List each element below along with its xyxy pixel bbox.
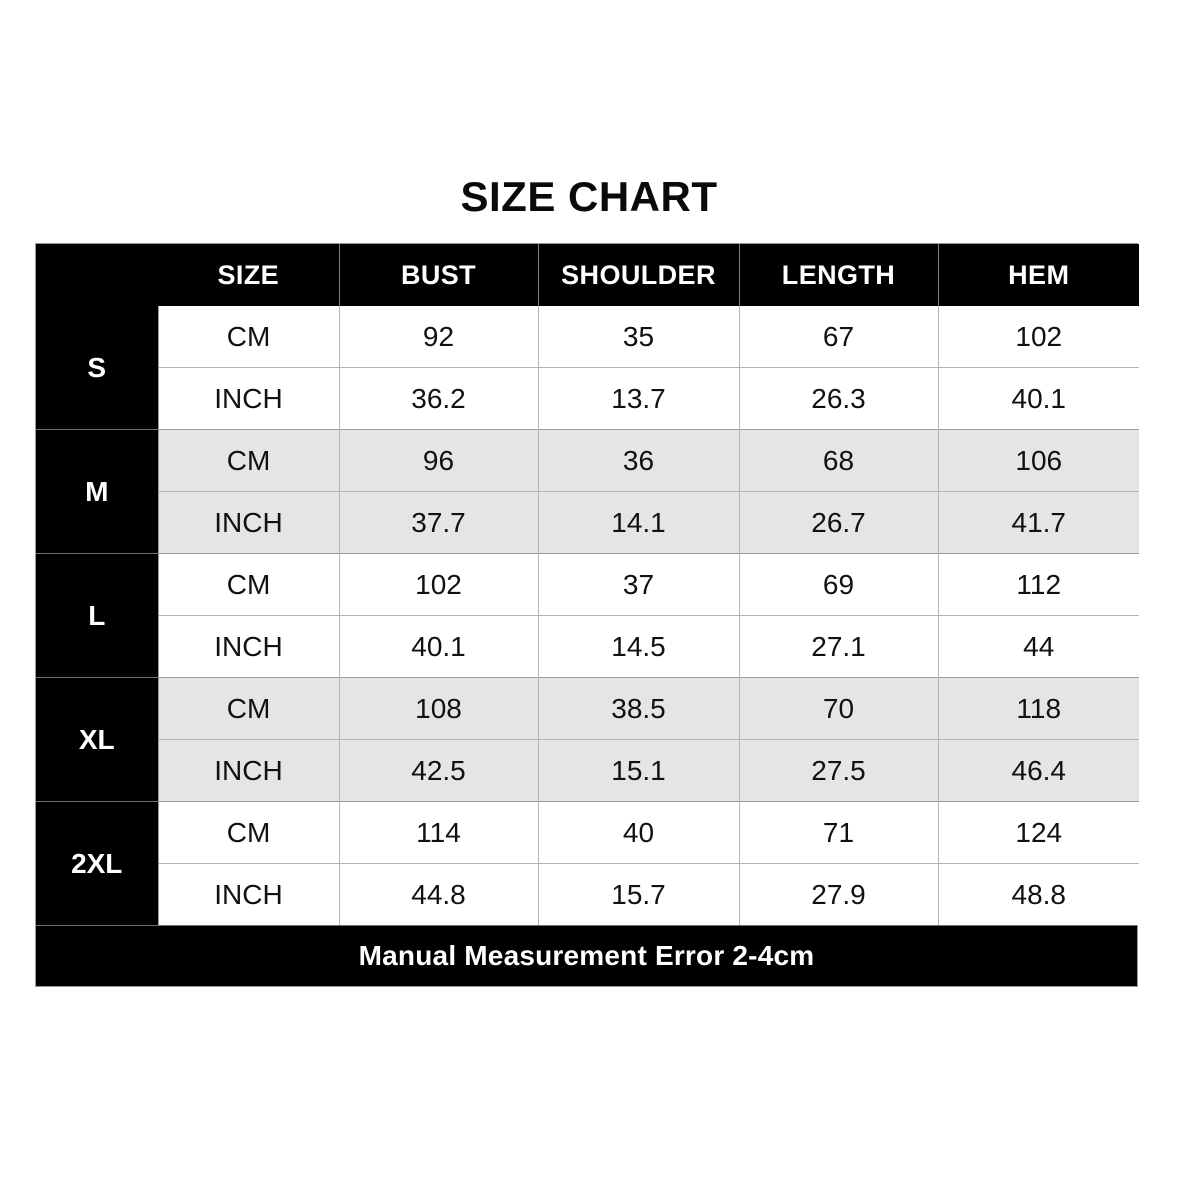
value-hem: 102 xyxy=(937,306,1139,368)
table-row: INCH 40.1 14.5 27.1 44 xyxy=(36,615,1139,678)
value-shoulder: 15.7 xyxy=(538,863,740,925)
value-hem: 124 xyxy=(937,801,1139,864)
table-row: INCH 42.5 15.1 27.5 46.4 xyxy=(36,739,1139,802)
page-title: SIZE CHART xyxy=(460,173,718,220)
value-bust: 42.5 xyxy=(339,739,539,802)
unit-label: INCH xyxy=(158,863,340,925)
value-bust: 92 xyxy=(339,306,539,368)
value-bust: 102 xyxy=(339,553,539,616)
unit-label: CM xyxy=(158,801,340,864)
unit-label: INCH xyxy=(158,739,340,802)
unit-label: INCH xyxy=(158,491,340,554)
unit-label: CM xyxy=(158,306,340,368)
value-length: 26.3 xyxy=(739,367,939,430)
value-shoulder: 36 xyxy=(538,429,740,492)
value-bust: 40.1 xyxy=(339,615,539,678)
value-shoulder: 14.5 xyxy=(538,615,740,678)
value-shoulder: 40 xyxy=(538,801,740,864)
value-shoulder: 13.7 xyxy=(538,367,740,430)
size-label-cell: XL xyxy=(36,677,159,802)
value-length: 67 xyxy=(739,306,939,368)
value-hem: 46.4 xyxy=(937,739,1139,802)
value-bust: 114 xyxy=(339,801,539,864)
value-bust: 108 xyxy=(339,677,539,740)
value-length: 26.7 xyxy=(739,491,939,554)
table-row: XL CM 108 38.5 70 118 xyxy=(36,677,1139,802)
unit-label: CM xyxy=(158,553,340,616)
value-hem: 106 xyxy=(937,429,1139,492)
size-label-cell: M xyxy=(36,429,159,554)
value-shoulder: 14.1 xyxy=(538,491,740,554)
table-row: L CM 102 37 69 112 xyxy=(36,553,1139,678)
header-cell-length: LENGTH xyxy=(738,244,939,306)
header-cell-bust: BUST xyxy=(339,244,539,306)
value-hem: 44 xyxy=(937,615,1139,678)
value-length: 69 xyxy=(739,553,939,616)
table-row: 2XL CM 114 40 71 124 xyxy=(36,801,1139,925)
table-row: S CM 92 35 67 102 xyxy=(36,306,1139,430)
value-bust: 96 xyxy=(339,429,539,492)
measurement-error-note: Manual Measurement Error 2-4cm xyxy=(36,925,1137,986)
unit-label: CM xyxy=(158,429,340,492)
value-hem: 41.7 xyxy=(937,491,1139,554)
table-row: M CM 96 36 68 106 xyxy=(36,429,1139,554)
table-row: INCH 37.7 14.1 26.7 41.7 xyxy=(36,491,1139,554)
value-shoulder: 38.5 xyxy=(538,677,740,740)
header-cell-shoulder: SHOULDER xyxy=(538,244,740,306)
unit-label: INCH xyxy=(158,615,340,678)
value-shoulder: 35 xyxy=(538,306,740,368)
size-label-cell: S xyxy=(36,306,159,430)
table-row: INCH 36.2 13.7 26.3 40.1 xyxy=(36,367,1139,430)
value-shoulder: 37 xyxy=(538,553,740,616)
value-length: 27.1 xyxy=(739,615,939,678)
size-label-cell: L xyxy=(36,553,159,678)
header-cell-hem: HEM xyxy=(938,244,1139,306)
table-header: SIZE BUST SHOULDER LENGTH HEM xyxy=(36,244,1139,306)
header-cell-size: SIZE xyxy=(158,244,340,306)
value-bust: 36.2 xyxy=(339,367,539,430)
size-label-cell: 2XL xyxy=(36,801,159,925)
value-bust: 37.7 xyxy=(339,491,539,554)
value-length: 70 xyxy=(739,677,939,740)
value-length: 68 xyxy=(739,429,939,492)
value-hem: 118 xyxy=(937,677,1139,740)
value-length: 27.9 xyxy=(739,863,939,925)
value-hem: 48.8 xyxy=(937,863,1139,925)
value-hem: 40.1 xyxy=(937,367,1139,430)
value-hem: 112 xyxy=(937,553,1139,616)
measurements-table: SIZE BUST SHOULDER LENGTH HEM S CM 92 35… xyxy=(36,244,1139,925)
unit-label: CM xyxy=(158,677,340,740)
unit-label: INCH xyxy=(158,367,340,430)
value-shoulder: 15.1 xyxy=(538,739,740,802)
header-cell-blank xyxy=(36,244,158,306)
value-length: 71 xyxy=(739,801,939,864)
table-body: S CM 92 35 67 102 INCH 36.2 13.7 26.3 40… xyxy=(36,306,1139,925)
table-row: INCH 44.8 15.7 27.9 48.8 xyxy=(36,863,1139,925)
size-chart-table: SIZE BUST SHOULDER LENGTH HEM S CM 92 35… xyxy=(35,243,1139,987)
value-length: 27.5 xyxy=(739,739,939,802)
header-row: SIZE BUST SHOULDER LENGTH HEM xyxy=(36,244,1139,306)
value-bust: 44.8 xyxy=(339,863,539,925)
